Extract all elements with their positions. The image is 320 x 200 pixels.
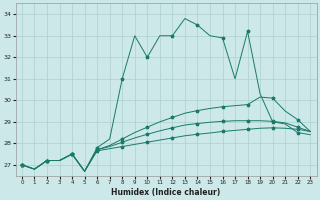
X-axis label: Humidex (Indice chaleur): Humidex (Indice chaleur) (111, 188, 221, 197)
